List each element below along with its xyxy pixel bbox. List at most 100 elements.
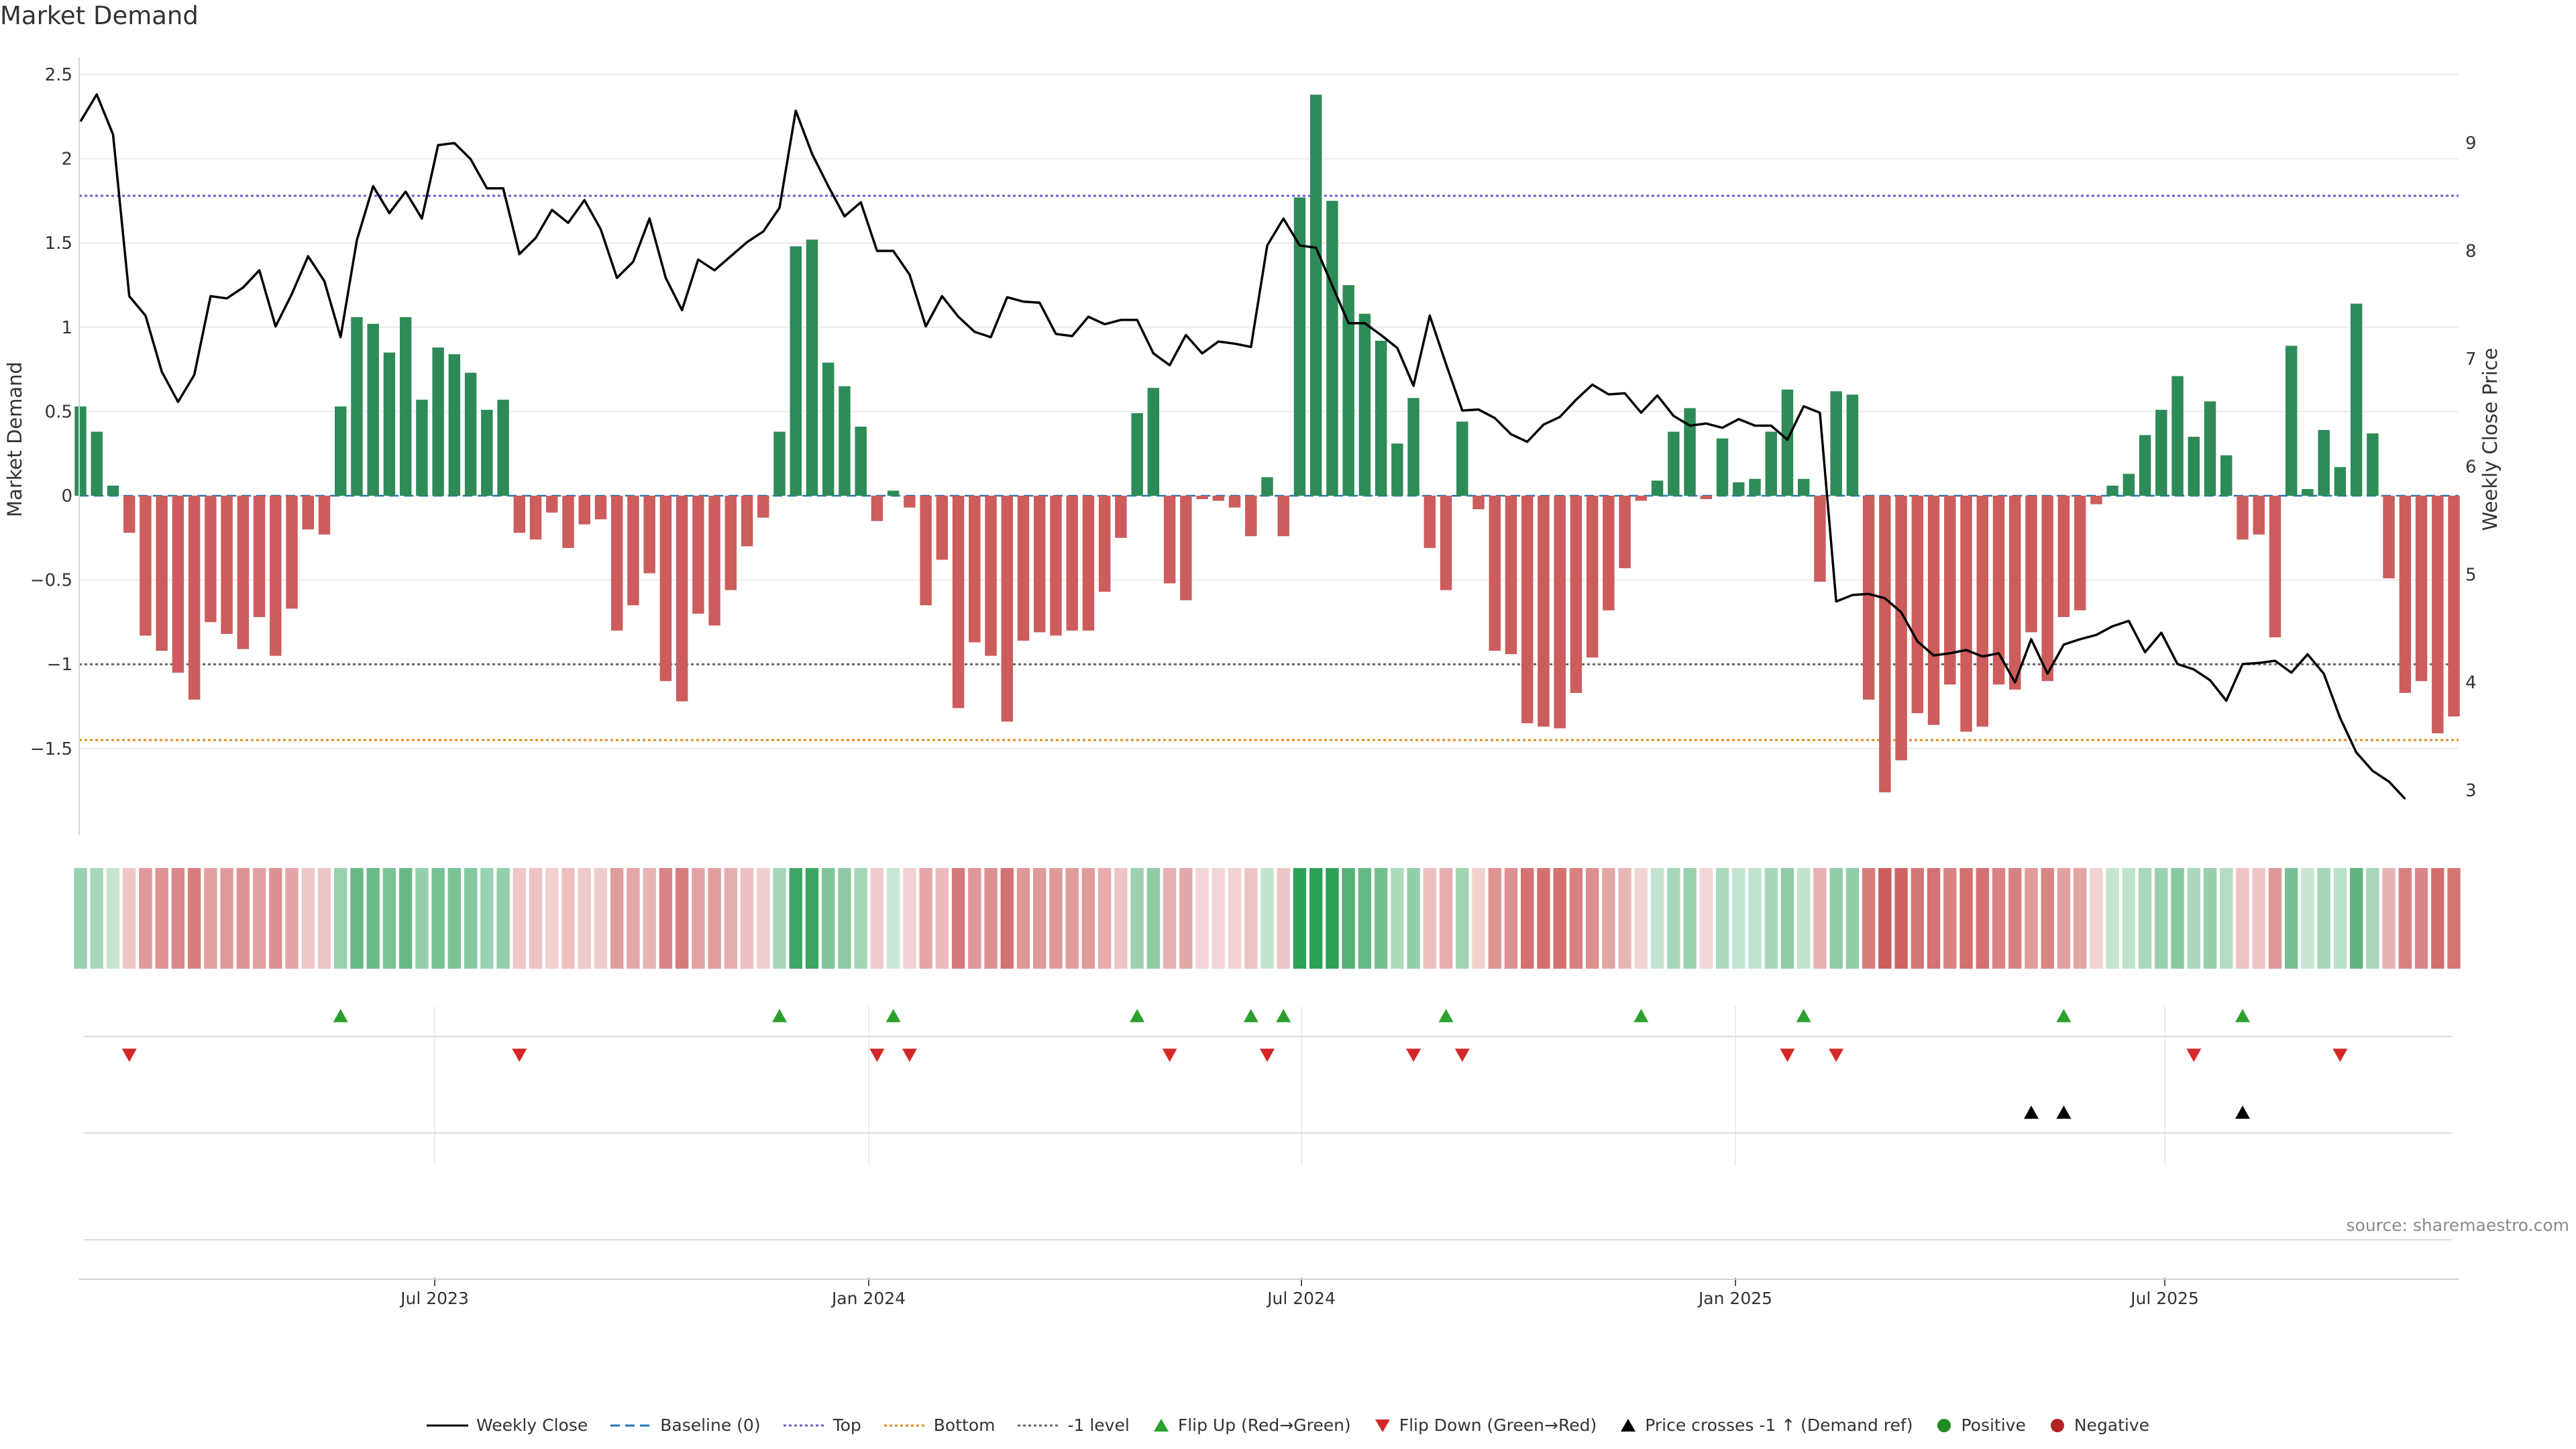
demand-bar [1814,496,1826,582]
heat-strip-cell [301,868,315,969]
demand-bar [1976,496,1988,727]
demand-bar [1586,496,1599,658]
demand-bar [286,496,298,609]
heat-strip-cell [1423,868,1437,969]
legend-swatch [1375,1419,1390,1432]
heat-strip-cell [1796,868,1811,969]
demand-bar [2253,496,2265,535]
flip-down-marker [902,1049,917,1062]
legend-swatch [610,1424,653,1426]
demand-bar [2220,455,2233,496]
heat-strip-cell [757,868,770,969]
demand-bar [1163,496,1176,584]
y-tick-label-right: 9 [2465,133,2477,154]
demand-bar [351,317,363,496]
legend-swatch [883,1424,926,1426]
demand-bar [724,496,737,590]
heat-strip-cell [724,868,738,969]
flip-up-marker [772,1009,788,1022]
heat-strip-cell [1212,868,1225,969]
demand-bar [2008,496,2021,690]
demand-bar [1944,496,1956,685]
y-tick-label-left: 1.5 [45,233,72,254]
heat-strip-cell [220,868,233,969]
heat-strip-cell [1569,868,1583,969]
demand-bar [692,496,704,614]
demand-bar [367,323,379,496]
heat-strip-cell [366,868,380,969]
heat-strip-cell [1277,868,1290,969]
heat-strip-cell [2025,868,2038,969]
heat-strip-cell [1699,868,1713,969]
heat-strip-cell [1179,868,1193,969]
legend-item: Flip Up (Red→Green) [1152,1415,1351,1435]
demand-bar [399,317,412,496]
demand-bar [1358,313,1371,496]
heat-strip-cell [1260,868,1274,969]
demand-bar [2383,496,2395,579]
demand-bar [610,496,623,631]
flip-down-marker [1162,1049,1177,1062]
heat-strip-cell [1634,868,1648,969]
heat-strip-cell [2155,868,2168,969]
demand-bar [1293,197,1306,496]
heat-strip-cell [1195,868,1209,969]
demand-bar [659,496,672,682]
heat-strip-cell [1650,868,1664,969]
legend-item: Positive [1935,1415,2026,1435]
heat-strip-cell [1065,868,1079,969]
heat-strip-cell [171,868,185,969]
demand-bar [562,496,574,548]
heat-strip-cell [139,868,152,969]
heat-strip-cell [1878,868,1892,969]
y-tick-label-right: 5 [2465,565,2477,585]
heat-strip-cell [1016,868,1030,969]
demand-bar [2367,433,2379,496]
flip-up-marker [1243,1009,1258,1022]
flip-down-marker [1406,1049,1421,1062]
legend-label: Price crosses -1 ↑ (Demand ref) [1645,1415,1913,1435]
legend-swatch [1937,1418,1951,1432]
demand-bar [952,496,965,708]
heat-strip-cell [2382,868,2396,969]
heat-strip-cell [106,868,120,969]
flip-down-marker [1829,1049,1844,1062]
legend-swatch [1018,1424,1060,1426]
heat-strip-cell [951,868,965,969]
demand-bar [2139,435,2151,496]
demand-bar [1326,201,1338,496]
demand-bar [1424,496,1436,548]
heat-strip-cell [1911,868,1925,969]
demand-bar [1895,496,1907,761]
heat-strip-cell [1488,868,1501,969]
demand-bar [1765,431,1777,496]
flip-up-marker [1796,1009,1811,1022]
demand-bar [1277,496,1289,537]
heat-strip-cell [919,868,932,969]
heat-strip-cell [740,868,754,969]
legend-label: Top [833,1415,861,1435]
demand-bar [1375,340,1387,496]
demand-bar [1684,408,1696,496]
flip-up-marker [1438,1009,1454,1022]
heat-strip-cell [1553,868,1566,969]
demand-bar [1034,496,1046,633]
demand-bar [806,239,818,496]
y-tick-label-left: 2.5 [45,65,72,85]
heat-strip-cell [594,868,608,969]
demand-bar [1603,496,1615,610]
legend-swatch [783,1424,825,1426]
heat-strip-cell [2171,868,2184,969]
legend-item: Baseline (0) [610,1415,761,1435]
legend-item: Bottom [883,1415,995,1435]
demand-bar [2399,496,2412,693]
heat-strip-cell [984,868,998,969]
heat-strip-cell [1407,868,1420,969]
demand-bar [464,372,477,496]
demand-bars [74,95,2460,793]
heat-strip-cell [431,868,445,969]
heat-strip-cell [447,868,462,969]
legend-item: Price crosses -1 ↑ (Demand ref) [1619,1415,1913,1435]
heat-strip-cell [1163,868,1177,969]
heat-strip-cell [1748,868,1762,969]
